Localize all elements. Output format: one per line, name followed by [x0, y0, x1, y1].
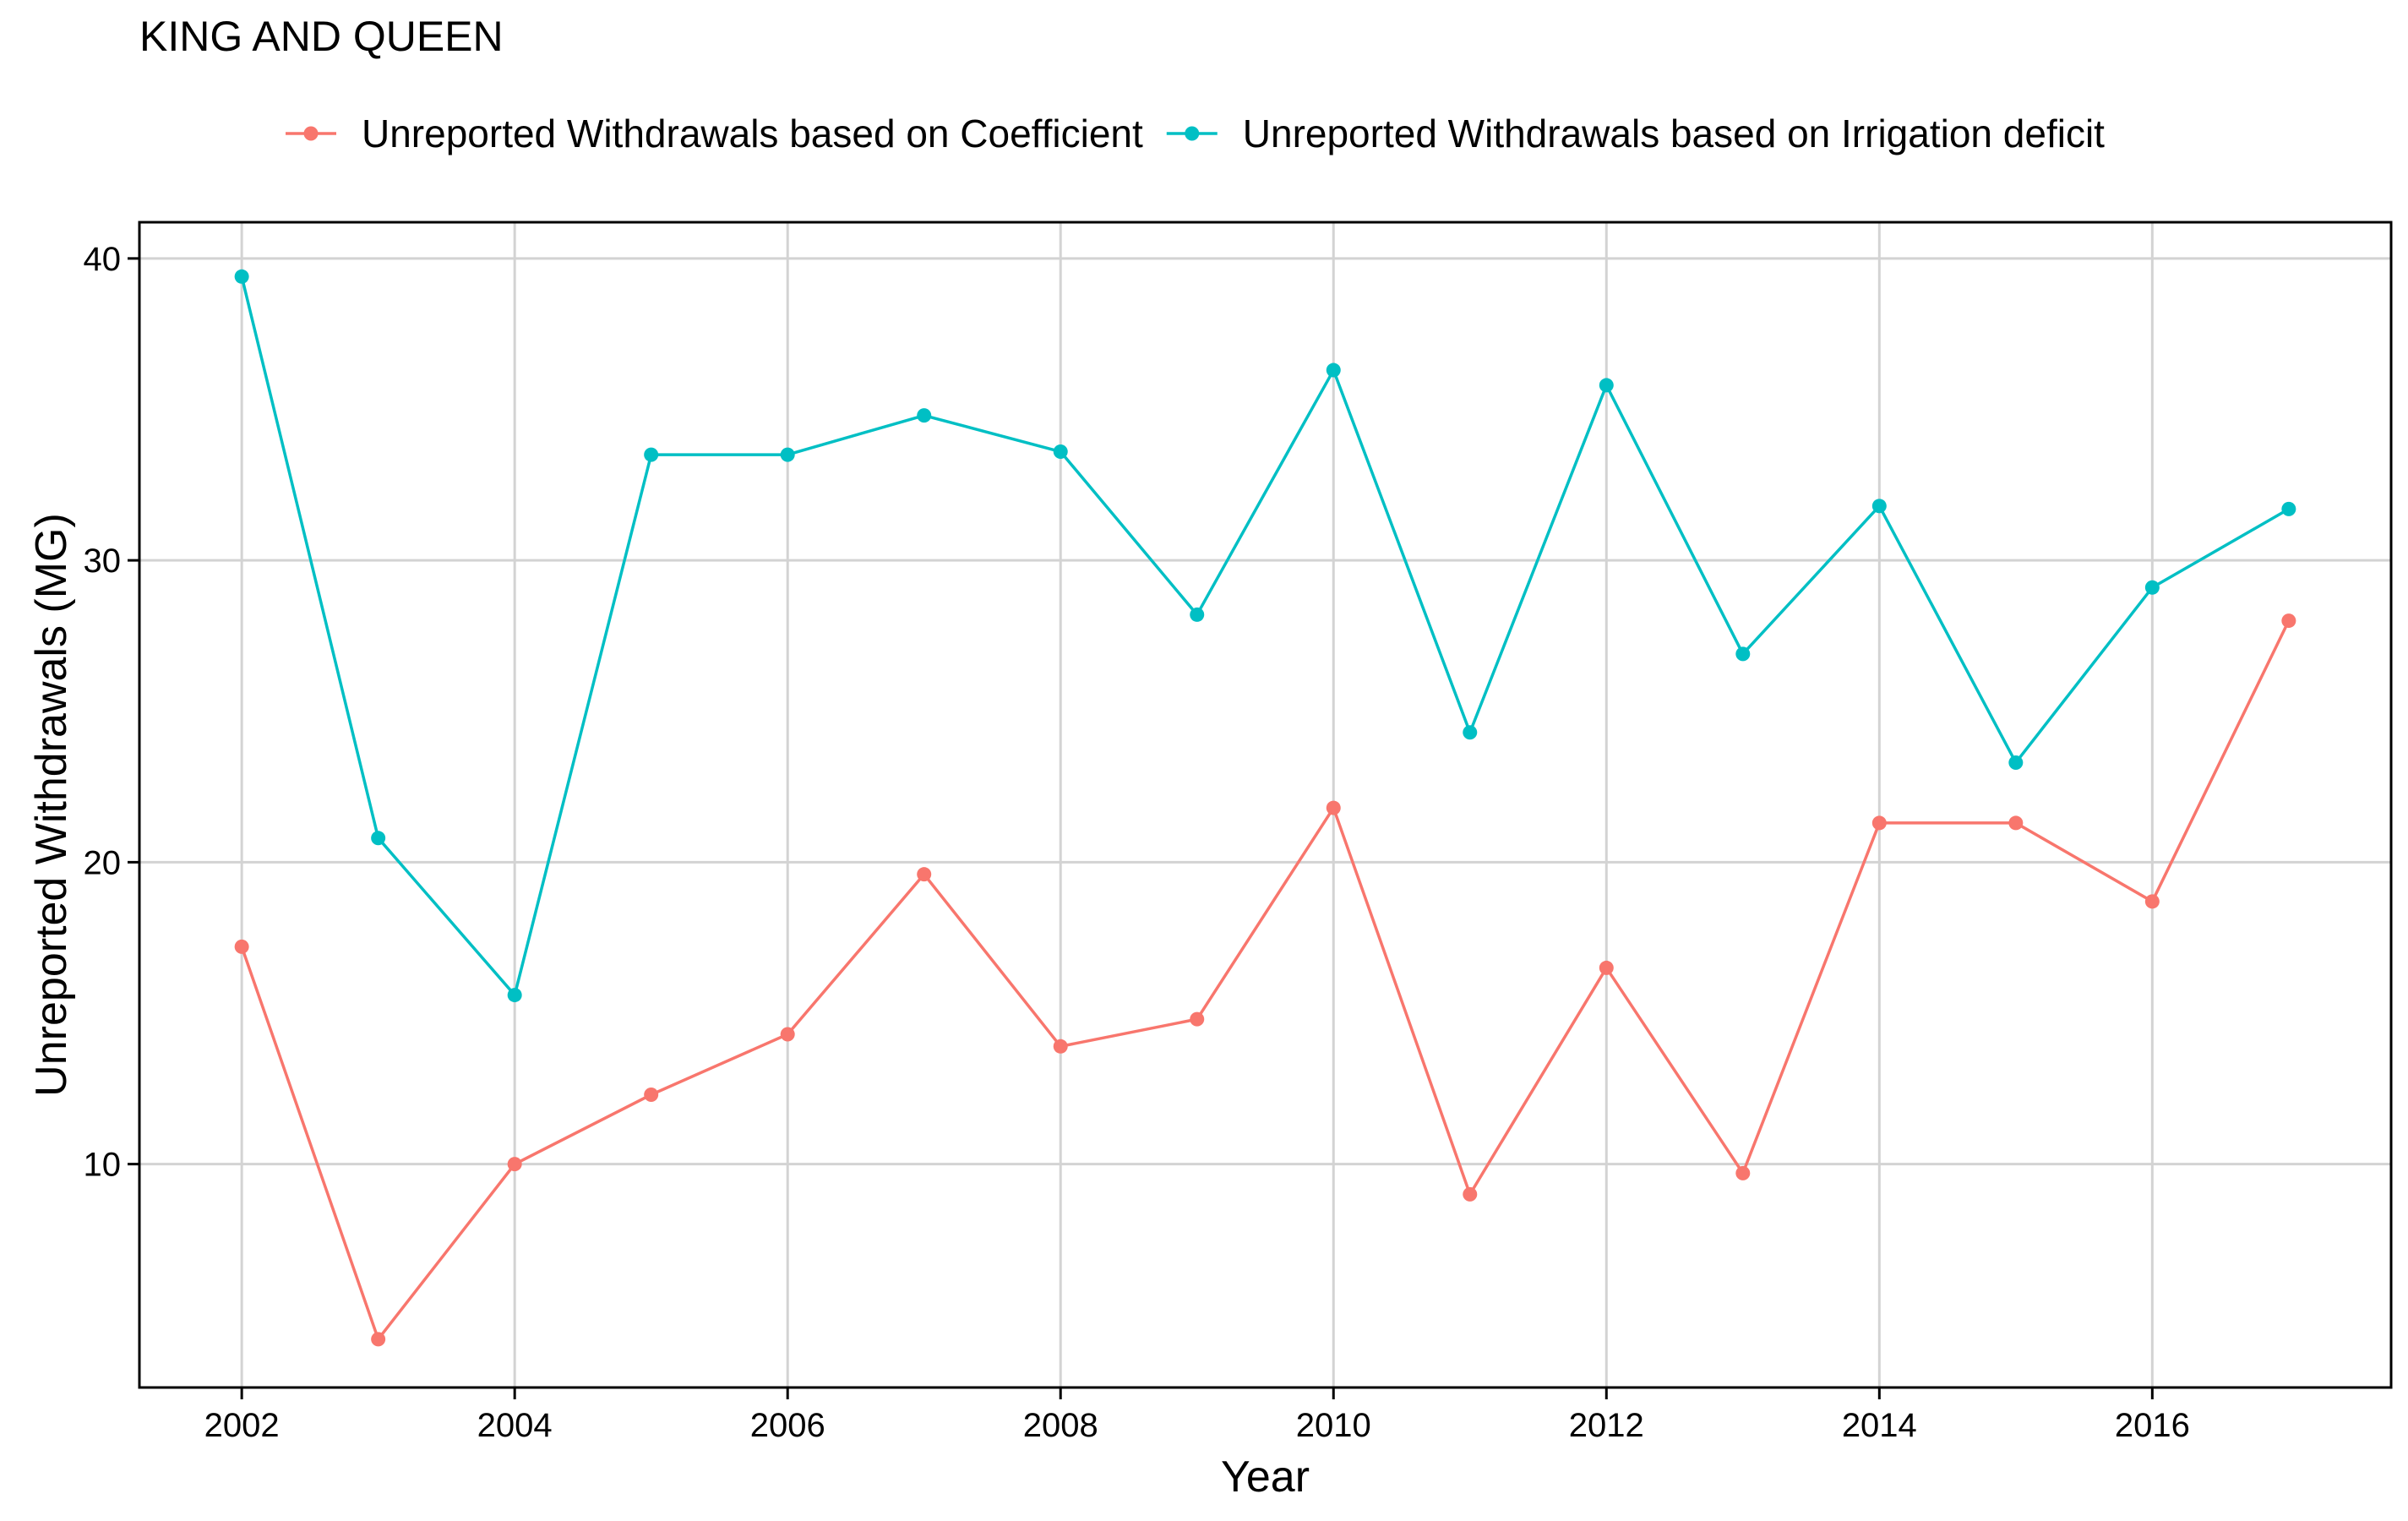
data-point	[1463, 1186, 1478, 1202]
x-axis-title: Year	[1221, 1453, 1310, 1502]
data-point	[1053, 444, 1068, 460]
data-point	[2281, 501, 2296, 516]
data-point	[1326, 363, 1341, 378]
data-point	[1599, 378, 1614, 393]
data-point	[1053, 1039, 1068, 1054]
y-tick-label: 40	[84, 241, 122, 278]
data-point	[1871, 815, 1887, 831]
data-point	[507, 988, 522, 1003]
legend: Unreported Withdrawals based on Coeffici…	[286, 112, 2105, 155]
data-point	[2008, 815, 2024, 831]
series-line	[240, 275, 2290, 997]
data-point	[1463, 725, 1478, 740]
series-1	[234, 613, 2296, 1347]
y-tick-label: 10	[84, 1147, 122, 1184]
series-2	[234, 269, 2296, 1003]
y-axis-title: Unreported Withdrawals (MG)	[27, 513, 76, 1097]
x-tick-label: 2006	[750, 1407, 825, 1444]
data-point	[2144, 580, 2160, 595]
data-point	[2281, 613, 2296, 629]
y-tick-label: 30	[84, 542, 122, 580]
series-line	[240, 619, 2291, 1341]
data-point	[917, 867, 932, 882]
data-point	[1735, 646, 1751, 662]
x-tick-label: 2008	[1023, 1407, 1098, 1444]
data-point	[780, 447, 795, 462]
data-point	[644, 1087, 659, 1102]
x-tick-label: 2002	[204, 1407, 280, 1444]
legend-item-2: Unreported Withdrawals based on Irrigati…	[1166, 112, 2105, 155]
legend-label: Unreported Withdrawals based on Coeffici…	[362, 112, 1143, 155]
x-tick-label: 2014	[1842, 1407, 1917, 1444]
x-tick-label: 2010	[1296, 1407, 1371, 1444]
data-point	[234, 269, 249, 284]
data-point	[2008, 755, 2024, 770]
data-point	[644, 447, 659, 462]
chart-title: KING AND QUEEN	[139, 13, 504, 60]
data-point	[507, 1157, 522, 1172]
data-point	[2144, 894, 2160, 909]
series-layer	[234, 269, 2296, 1347]
data-point	[234, 939, 249, 954]
data-point	[1599, 960, 1614, 975]
data-point	[1326, 800, 1341, 815]
x-tick-label: 2016	[2115, 1407, 2190, 1444]
legend-key-point	[1185, 126, 1200, 141]
data-point	[371, 831, 386, 846]
data-point	[1871, 499, 1887, 514]
data-point	[1190, 607, 1205, 622]
data-point	[1190, 1011, 1205, 1027]
x-tick-label: 2012	[1569, 1407, 1644, 1444]
x-tick-label: 2004	[477, 1407, 553, 1444]
data-point	[780, 1027, 795, 1042]
data-point	[917, 408, 932, 423]
data-point	[371, 1332, 386, 1347]
axes: 2002 2004 2006 2008 2010 2012 2014 2016 10 20 30 40	[84, 241, 2190, 1444]
plot-panel	[138, 221, 2393, 1389]
y-tick-label: 20	[84, 844, 122, 881]
legend-key-point	[303, 126, 319, 141]
legend-label: Unreported Withdrawals based on Irrigati…	[1243, 112, 2105, 155]
legend-item-1: Unreported Withdrawals based on Coeffici…	[286, 112, 1143, 155]
data-point	[1735, 1165, 1751, 1180]
